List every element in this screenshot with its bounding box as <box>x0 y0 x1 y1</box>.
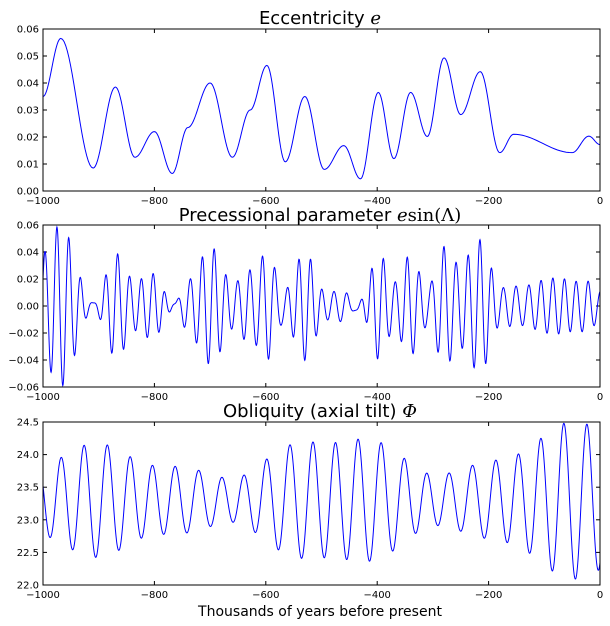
panel-precession-title: Precessional parameter esin(Λ) <box>179 205 462 226</box>
panel-precession-frame <box>42 224 601 388</box>
panel-precession: Precessional parameter esin(Λ) −1000 −800… <box>8 205 603 403</box>
y-tick-label: 0.01 <box>17 160 39 171</box>
panel-obliquity-title: Obliquity (axial tilt) Φ <box>223 401 417 422</box>
x-tick-label: −400 <box>363 590 390 601</box>
x-tick-label: 0 <box>597 392 603 403</box>
y-tick-label: 0.00 <box>17 187 39 198</box>
y-tick-label: −0.04 <box>8 356 39 367</box>
y-tick-label: −0.06 <box>8 383 39 394</box>
eccentricity-series-line <box>42 37 601 180</box>
x-tick-label: 0 <box>597 590 603 601</box>
x-tick-label: 0 <box>597 196 603 207</box>
x-tick-label: −600 <box>252 392 279 403</box>
panel-eccentricity-ticks: −1000 −800 −600 −400 −200 0 0.00 0.01 0.02 0.03 0.… <box>17 25 603 208</box>
panel-obliquity-ticks: −1000 −800 −600 −400 −200 0 22.0 22.5 23.0 23.5 24… <box>17 418 603 602</box>
y-tick-label: 0.02 <box>17 275 39 286</box>
y-tick-label: 0.04 <box>17 79 39 90</box>
y-tick-label: 24.0 <box>17 450 39 461</box>
y-tick-label: 0.06 <box>17 221 39 232</box>
panel-obliquity: Obliquity (axial tilt) Φ −1000 −800 −600 −4… <box>17 401 603 620</box>
x-tick-label: −800 <box>141 392 168 403</box>
x-tick-label: −600 <box>252 196 279 207</box>
y-tick-label: 0.03 <box>17 106 39 117</box>
y-tick-label: 0.02 <box>17 133 39 144</box>
x-axis-label: Thousands of years before present <box>197 604 442 620</box>
y-tick-label: 23.5 <box>17 483 39 494</box>
x-tick-label: −400 <box>363 392 390 403</box>
y-tick-label: −0.02 <box>8 329 39 340</box>
x-tick-label: −800 <box>141 196 168 207</box>
panel-precession-ticks: −1000 −800 −600 −400 −200 0 −0.06 −0.04 −0.02 0.0… <box>8 221 603 404</box>
x-tick-label: −400 <box>363 196 390 207</box>
y-tick-label: 24.5 <box>17 418 39 429</box>
y-tick-label: 22.0 <box>17 581 39 592</box>
x-tick-label: −600 <box>252 590 279 601</box>
panel-eccentricity-title: Eccentricity e <box>259 8 381 29</box>
y-tick-label: 23.0 <box>17 515 39 526</box>
x-tick-label: −200 <box>475 392 502 403</box>
precession-series-line <box>42 225 601 388</box>
panel-obliquity-frame <box>42 421 601 586</box>
y-tick-label: 0.06 <box>17 25 39 36</box>
y-tick-label: 0.04 <box>17 248 39 259</box>
x-tick-label: −1000 <box>26 590 60 601</box>
x-tick-label: −1000 <box>26 196 60 207</box>
x-tick-label: −200 <box>475 196 502 207</box>
y-tick-label: 0.00 <box>17 302 39 313</box>
panel-eccentricity: Eccentricity e −1000 −800 −600 −400 −200 0 0.0… <box>17 8 603 207</box>
y-tick-label: 0.05 <box>17 52 39 63</box>
obliquity-series-line <box>42 422 601 580</box>
x-tick-label: −800 <box>141 590 168 601</box>
y-tick-label: 22.5 <box>17 548 39 559</box>
x-tick-label: −200 <box>475 590 502 601</box>
x-tick-label: −1000 <box>26 392 60 403</box>
panel-eccentricity-frame <box>42 28 601 192</box>
